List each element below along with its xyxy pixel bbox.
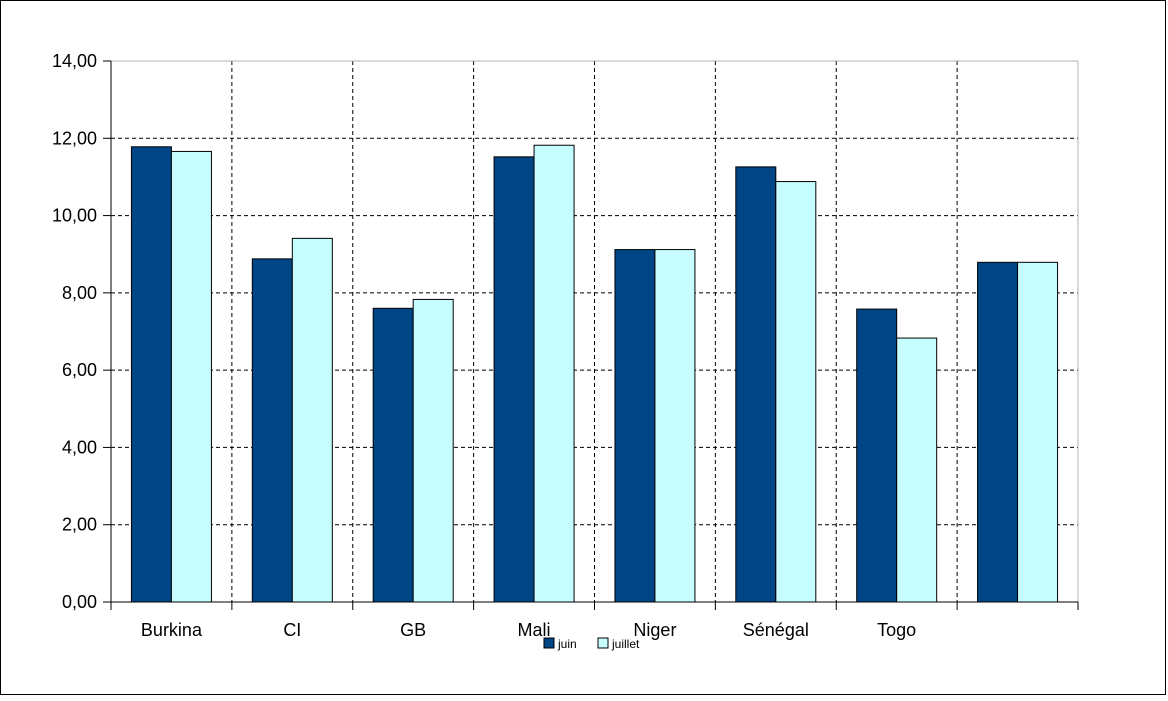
bar-juillet-GB <box>412 298 454 603</box>
y-tick-label: 14,00 <box>52 51 97 71</box>
bar-juillet-Sénégal <box>775 181 817 603</box>
bar-juin-unnamed <box>977 261 1019 603</box>
axes <box>103 60 1079 610</box>
legend-swatch-juin <box>543 637 555 649</box>
legend-label-juillet: juillet <box>611 637 640 651</box>
y-tick-label: 4,00 <box>62 437 97 457</box>
bar-juillet-Niger <box>654 249 696 603</box>
bar-juin-Sénégal <box>735 166 777 603</box>
bar-juin-Niger <box>614 249 656 603</box>
legend-swatch-juillet <box>597 637 609 649</box>
bar-juillet-Burkina <box>170 150 212 603</box>
x-tick-label: Burkina <box>141 620 203 640</box>
bar-juin-Mali <box>493 156 535 603</box>
bars <box>130 144 1059 603</box>
x-tick-label: GB <box>400 620 426 640</box>
y-tick-label: 2,00 <box>62 515 97 535</box>
legend: juin juillet <box>543 637 640 651</box>
x-tick-labels: Burkina CI GB Mali Niger Sénégal Togo <box>141 620 916 640</box>
bar-juillet-unnamed <box>1017 261 1059 603</box>
bar-juin-GB <box>372 307 414 603</box>
bar-juillet-CI <box>291 237 333 603</box>
bar-juillet-Togo <box>896 337 938 603</box>
y-tick-label: 8,00 <box>62 283 97 303</box>
x-tick-label: Niger <box>633 620 676 640</box>
legend-label-juin: juin <box>557 637 577 651</box>
y-tick-label: 10,00 <box>52 206 97 226</box>
y-tick-label: 6,00 <box>62 360 97 380</box>
bar-juin-Togo <box>856 308 898 603</box>
x-tick-label: CI <box>283 620 301 640</box>
y-tick-label: 0,00 <box>62 592 97 612</box>
y-tick-labels: 0,00 2,00 4,00 6,00 8,00 10,00 12,00 14,00 <box>52 51 97 612</box>
bar-juin-CI <box>251 258 293 603</box>
y-tick-label: 12,00 <box>52 128 97 148</box>
bar-juillet-Mali <box>533 144 575 603</box>
x-tick-label: Togo <box>877 620 916 640</box>
x-tick-label: Sénégal <box>743 620 809 640</box>
x-tick-label: Mali <box>518 620 551 640</box>
bar-juin-Burkina <box>130 146 172 603</box>
